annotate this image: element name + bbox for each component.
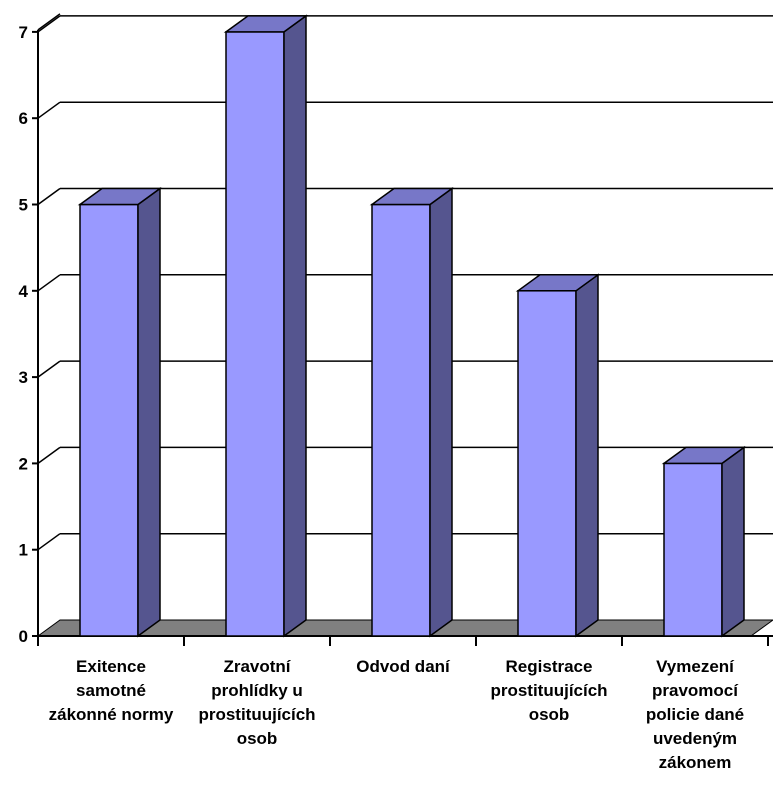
labels: 0 1 2 3 4 5 6 7 Exitence samotné zákonné normy Zrav… xyxy=(19,23,745,772)
gridline-diagonal xyxy=(37,533,61,551)
y-tick-label: 6 xyxy=(19,109,28,128)
y-tick-label: 4 xyxy=(19,282,29,301)
gridline-diagonal xyxy=(37,446,61,465)
gridline-diagonal xyxy=(37,274,61,292)
y-tick-label: 1 xyxy=(19,541,28,560)
y-tick-label: 2 xyxy=(19,454,28,473)
bar xyxy=(661,445,747,638)
bar-side xyxy=(575,273,599,638)
bar xyxy=(77,187,163,638)
y-tick-label: 0 xyxy=(19,627,28,646)
gridline-diagonal xyxy=(37,360,61,378)
bar-top xyxy=(661,446,747,465)
bar-side xyxy=(721,445,745,638)
x-tick-label: Registrace prostituujících osob xyxy=(490,657,607,724)
bars xyxy=(77,14,747,638)
x-tick-label: Odvod daní xyxy=(356,657,451,676)
bar-top xyxy=(515,274,601,292)
bar-top xyxy=(77,187,163,206)
bar-front xyxy=(517,290,577,637)
gridline-diagonal xyxy=(37,101,61,119)
y-axis-top-diagonal xyxy=(37,13,61,31)
bar-side xyxy=(283,14,307,638)
y-tick-label: 7 xyxy=(19,23,28,42)
x-tick-label: Zravotní prohlídky u prostituujících osob xyxy=(198,657,315,748)
bar xyxy=(369,187,455,638)
bar xyxy=(223,14,309,638)
gridline-diagonal xyxy=(37,187,61,206)
bar-front xyxy=(371,203,431,637)
bar-front xyxy=(663,462,723,637)
bar xyxy=(515,273,601,638)
y-tick-label: 3 xyxy=(19,368,28,387)
bar-front xyxy=(225,31,285,637)
bar-top xyxy=(369,187,455,206)
bar-top xyxy=(223,15,309,33)
bar-side xyxy=(429,187,453,638)
y-tick-label: 5 xyxy=(19,196,28,215)
bar-front xyxy=(79,203,139,637)
gridline-diagonal xyxy=(37,15,61,33)
x-tick-label: Exitence samotné zákonné normy xyxy=(49,657,174,724)
bar-side xyxy=(137,187,161,638)
x-tick-label: Vymezení pravomocí policie dané uvedeným zák… xyxy=(646,657,744,772)
